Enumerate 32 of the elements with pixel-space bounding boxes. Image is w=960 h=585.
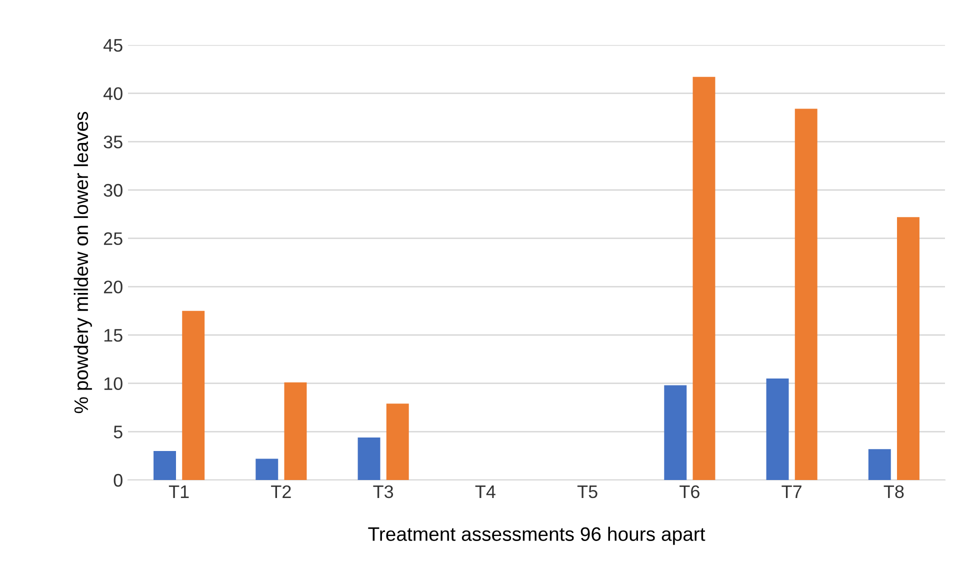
bar (256, 458, 278, 480)
x-axis-title: Treatment assessments 96 hours apart (368, 526, 706, 545)
y-tick-label: 0 (114, 474, 122, 487)
bar (897, 217, 920, 480)
x-tick-label: T3 (373, 485, 394, 498)
x-tick-label: T6 (680, 485, 700, 498)
x-tick-label: T1 (168, 486, 189, 498)
bar (182, 310, 205, 480)
y-tick-label: 45 (103, 39, 122, 52)
bar (284, 382, 307, 480)
x-tick-label: T2 (271, 485, 291, 498)
y-tick-label: 30 (104, 184, 122, 197)
bar (386, 404, 409, 480)
bar (868, 449, 891, 480)
x-tick-label: T4 (475, 486, 496, 498)
y-tick-label: 15 (104, 329, 122, 342)
x-tick-label: T5 (577, 486, 598, 498)
y-tick-label: 20 (104, 280, 122, 294)
x-tick-label: T7 (782, 486, 802, 498)
bar (692, 76, 716, 480)
bar (766, 378, 789, 480)
bar (794, 108, 818, 480)
y-axis-title: % powdery mildew on lower leaves (74, 112, 92, 414)
bar (358, 437, 380, 480)
bar (154, 451, 176, 480)
x-tick-label: T8 (884, 485, 904, 498)
bar (664, 385, 687, 480)
y-tick-label: 35 (104, 136, 122, 148)
y-tick-label: 5 (114, 426, 122, 438)
y-tick-label: 10 (104, 377, 122, 390)
y-tick-label: 25 (104, 232, 122, 246)
y-tick-label: 40 (103, 87, 122, 100)
